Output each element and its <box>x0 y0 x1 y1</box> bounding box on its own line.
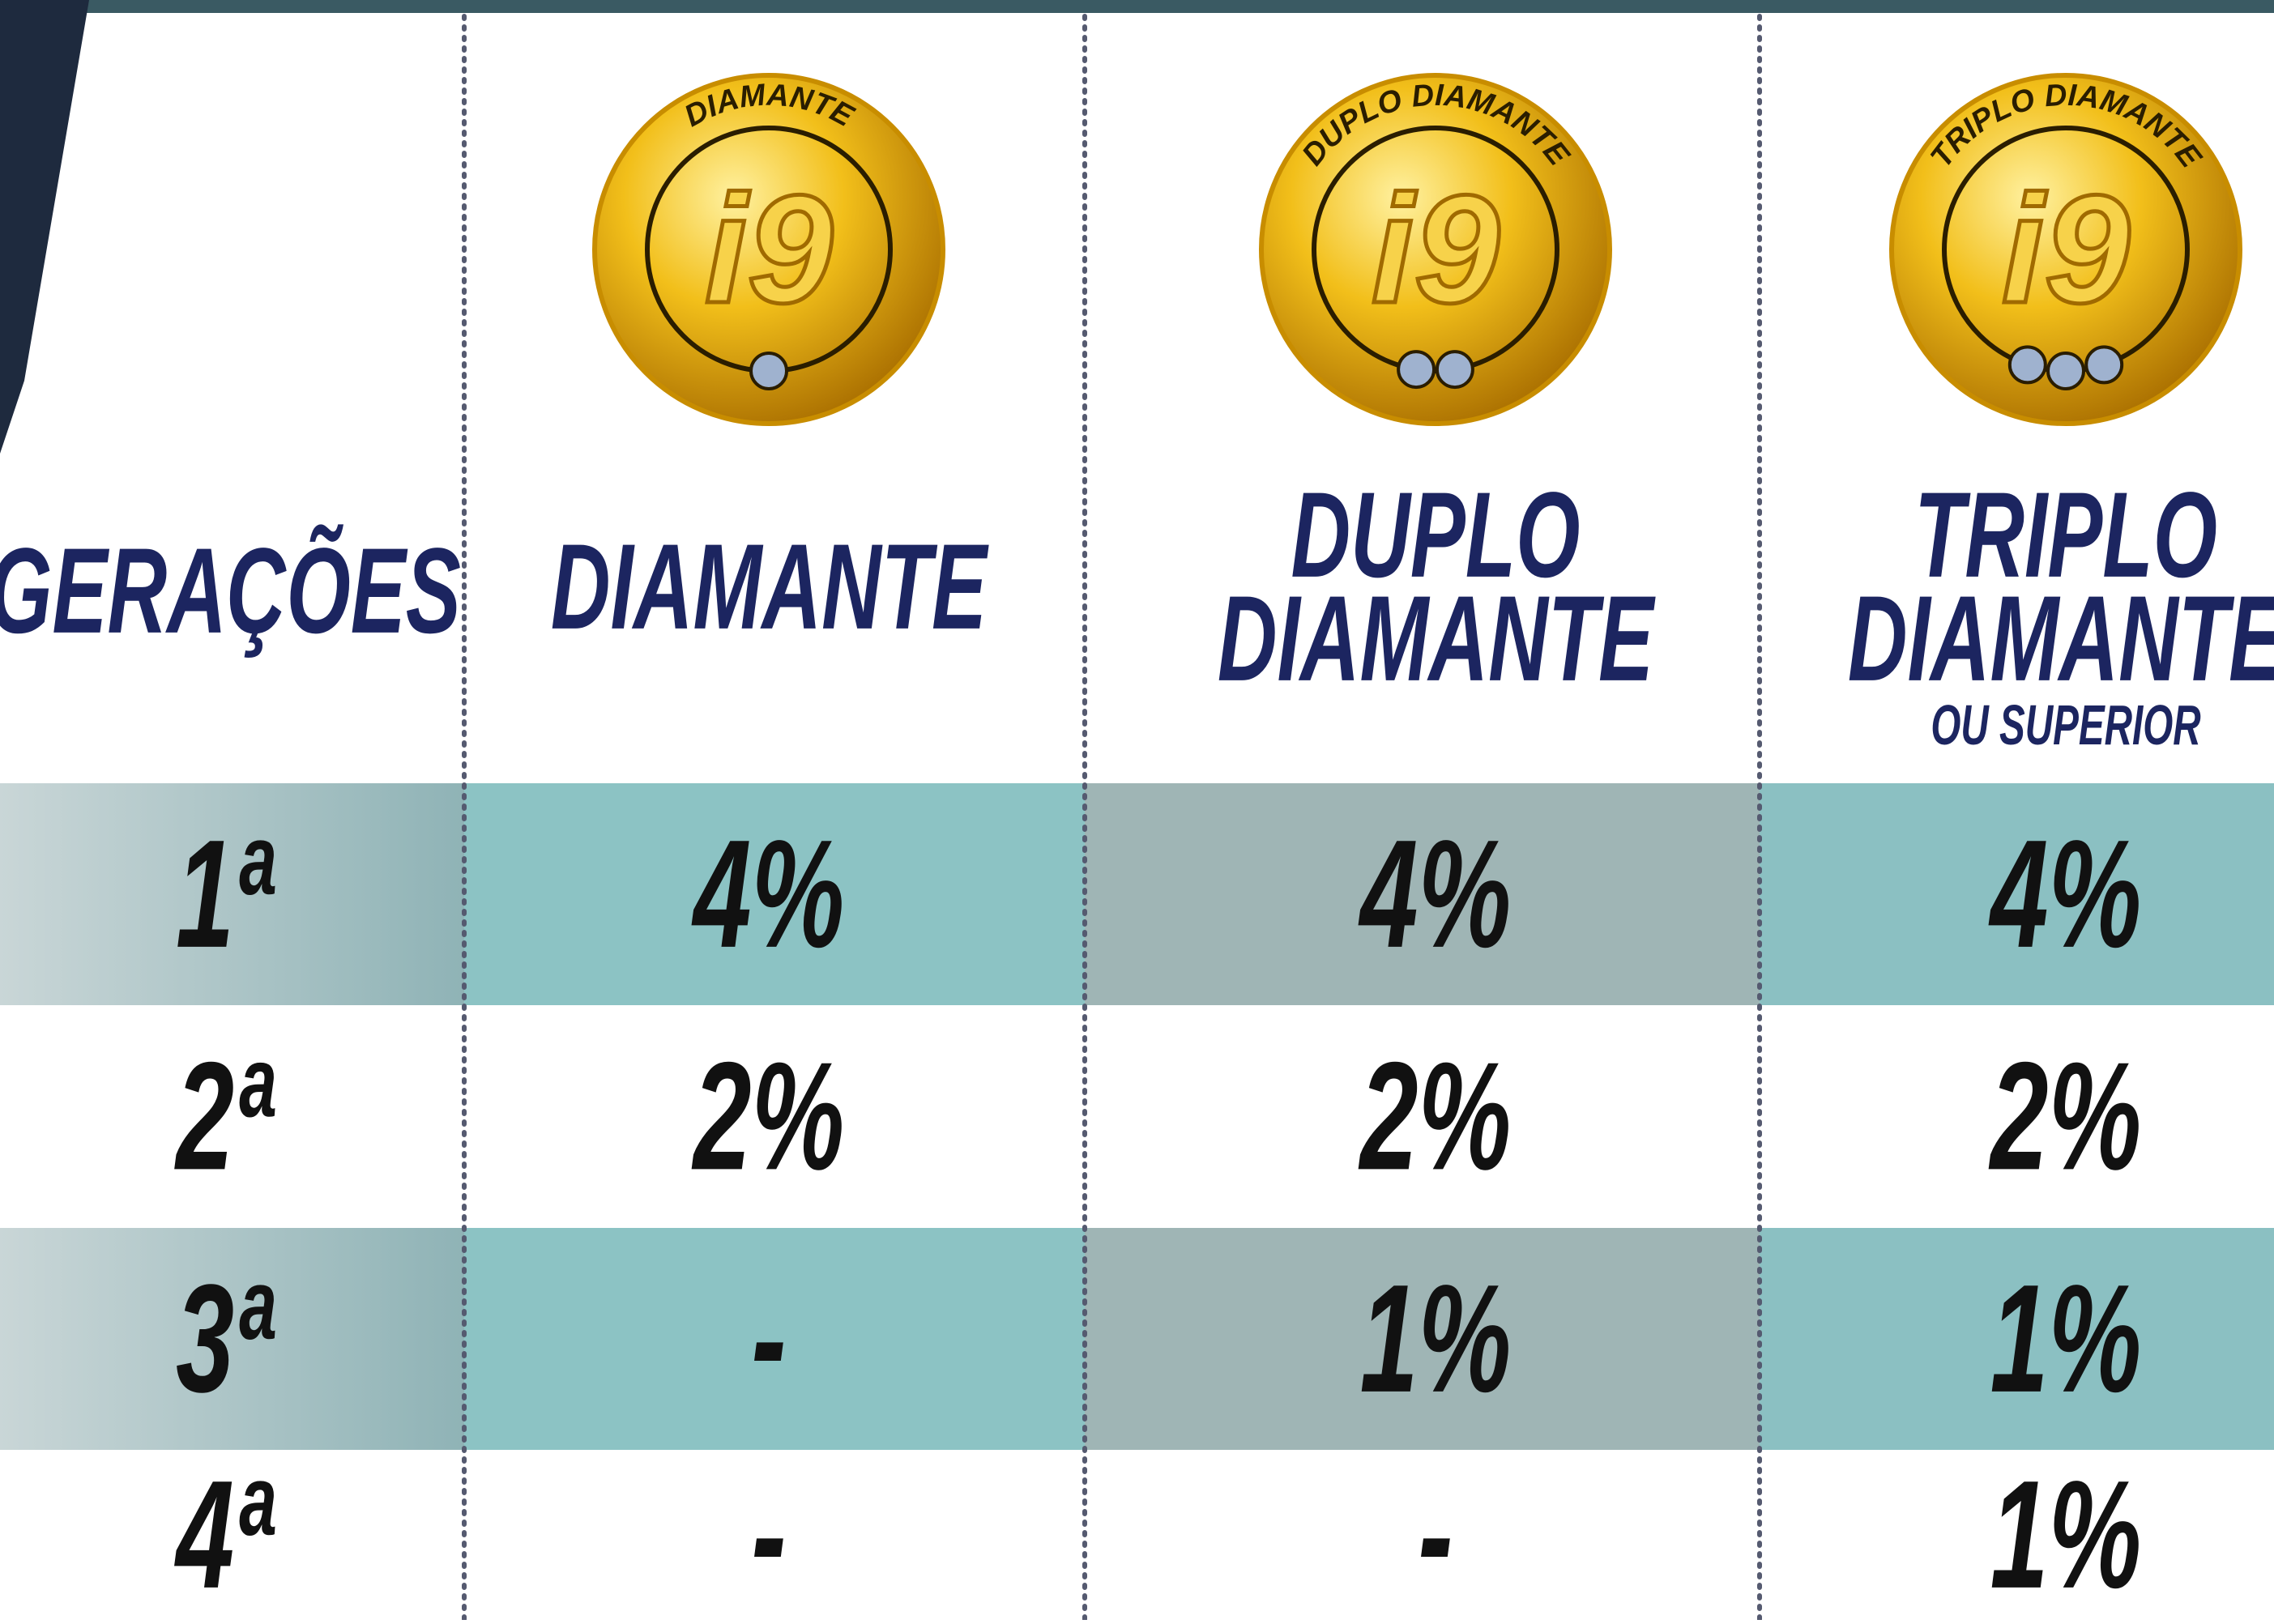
badge-gem <box>2046 352 2085 390</box>
row-band <box>0 1228 464 1450</box>
cell-value: 4% <box>1358 808 1511 980</box>
generation-label: 2ª <box>174 1031 275 1203</box>
cell-value: 1% <box>1990 1253 2142 1425</box>
generation-label: 4ª <box>174 1449 275 1620</box>
badge-gem <box>2007 345 2047 385</box>
cell-value-wrap: 2% <box>691 1031 844 1203</box>
column-title: DIAMANTE <box>1848 571 2274 706</box>
column-title-wrap: TRIPLO <box>1914 467 2217 603</box>
generation-label-wrap: 1ª <box>176 808 275 980</box>
row-band <box>464 783 1085 1005</box>
row-band <box>0 783 464 1005</box>
badge-logo: i9 <box>1372 164 1500 335</box>
generation-label-wrap: 2ª <box>174 1031 275 1203</box>
generation-label-wrap: 3ª <box>176 1253 275 1425</box>
top-bar <box>0 0 2274 13</box>
header-label: GERAÇÕES <box>0 523 461 659</box>
cell-value: - <box>751 1253 786 1425</box>
cell-value: 4% <box>1988 808 2141 980</box>
cell-value-wrap: 1% <box>1990 1253 2142 1425</box>
column-title: DIAMANTE <box>1218 571 1656 706</box>
cell-value-wrap: 2% <box>1358 1031 1511 1203</box>
cell-value: - <box>1418 1449 1453 1620</box>
row-band <box>464 1228 1085 1450</box>
column-title: TRIPLO <box>1914 467 2217 603</box>
row-band <box>1085 1228 1760 1450</box>
cell-value: 2% <box>691 1031 844 1203</box>
column-title-wrap: DIAMANTE <box>551 519 989 654</box>
cell-value: 1% <box>1990 1449 2142 1620</box>
row-band <box>1085 783 1760 1005</box>
cell-value: 2% <box>1988 1031 2141 1203</box>
cell-value-wrap: 1% <box>1990 1449 2142 1621</box>
side-decoration <box>0 0 89 454</box>
header-label-wrap: GERAÇÕES <box>0 523 461 659</box>
cell-value-wrap: - <box>1418 1449 1453 1621</box>
badge-logo: i9 <box>2002 164 2130 335</box>
cell-value-wrap: - <box>751 1253 786 1425</box>
column-title: DUPLO <box>1291 467 1581 603</box>
badge-gem <box>1435 350 1474 390</box>
cell-value: 1% <box>1360 1253 1512 1425</box>
column-note: OU SUPERIOR <box>1931 693 2200 757</box>
generation-label: 1ª <box>176 808 275 980</box>
cell-value-wrap: 4% <box>691 808 844 980</box>
row-band <box>1760 783 2274 1005</box>
generation-label-wrap: 4ª <box>174 1449 275 1621</box>
badge-logo: i9 <box>705 164 833 335</box>
column-title-wrap: DIAMANTE <box>1848 571 2274 706</box>
row-band <box>1760 1228 2274 1450</box>
cell-value: 2% <box>1358 1031 1511 1203</box>
column-title: DIAMANTE <box>551 519 989 654</box>
cell-value: - <box>751 1449 786 1620</box>
badge-gem <box>749 352 788 390</box>
cell-value: 4% <box>691 808 844 980</box>
cell-value-wrap: 2% <box>1988 1031 2141 1203</box>
cell-value-wrap: - <box>751 1449 786 1621</box>
cell-value-wrap: 4% <box>1358 808 1511 980</box>
column-title-wrap: DUPLO <box>1291 467 1581 603</box>
generation-label: 3ª <box>176 1253 275 1425</box>
badge-gem <box>2084 345 2124 385</box>
cell-value-wrap: 4% <box>1988 808 2141 980</box>
column-title-wrap: DIAMANTE <box>1218 571 1656 706</box>
badge-gem <box>1397 350 1436 390</box>
column-note-wrap: OU SUPERIOR <box>1931 693 2200 757</box>
cell-value-wrap: 1% <box>1360 1253 1512 1425</box>
